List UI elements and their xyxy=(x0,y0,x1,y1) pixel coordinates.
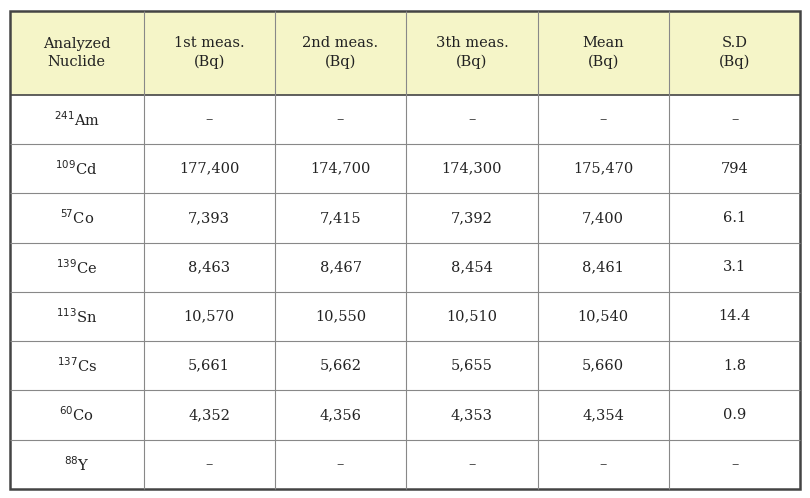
Text: 3.1: 3.1 xyxy=(723,260,746,274)
Text: $^{88}$Y: $^{88}$Y xyxy=(64,455,89,474)
Text: Mean
(Bq): Mean (Bq) xyxy=(582,36,625,69)
Text: 7,400: 7,400 xyxy=(582,211,625,225)
Text: 177,400: 177,400 xyxy=(179,161,240,176)
Text: 0.9: 0.9 xyxy=(723,408,746,422)
Text: $^{57}$Co: $^{57}$Co xyxy=(59,209,94,227)
Text: $^{109}$Cd: $^{109}$Cd xyxy=(55,159,98,178)
Text: 7,415: 7,415 xyxy=(320,211,361,225)
Text: 7,392: 7,392 xyxy=(451,211,492,225)
Text: 5,660: 5,660 xyxy=(582,359,625,373)
Text: –: – xyxy=(468,457,475,472)
Text: 4,356: 4,356 xyxy=(319,408,361,422)
Text: –: – xyxy=(731,112,738,126)
Text: 4,352: 4,352 xyxy=(188,408,230,422)
Text: 7,393: 7,393 xyxy=(188,211,230,225)
Text: –: – xyxy=(337,457,344,472)
Text: 5,662: 5,662 xyxy=(319,359,361,373)
Text: –: – xyxy=(599,457,607,472)
Text: –: – xyxy=(599,112,607,126)
Text: 6.1: 6.1 xyxy=(723,211,746,225)
Text: $^{137}$Cs: $^{137}$Cs xyxy=(57,357,96,375)
Text: 8,461: 8,461 xyxy=(582,260,625,274)
Text: 8,463: 8,463 xyxy=(188,260,230,274)
Text: 8,454: 8,454 xyxy=(451,260,492,274)
Text: 10,570: 10,570 xyxy=(184,309,235,324)
Text: 794: 794 xyxy=(721,161,748,176)
Text: –: – xyxy=(337,112,344,126)
Text: 10,550: 10,550 xyxy=(315,309,366,324)
Text: –: – xyxy=(206,112,213,126)
Text: 174,700: 174,700 xyxy=(310,161,371,176)
Text: 4,353: 4,353 xyxy=(451,408,493,422)
Text: 14.4: 14.4 xyxy=(718,309,751,324)
Text: 5,661: 5,661 xyxy=(188,359,230,373)
Text: $^{139}$Ce: $^{139}$Ce xyxy=(56,258,97,276)
Text: 10,540: 10,540 xyxy=(578,309,629,324)
Text: 175,470: 175,470 xyxy=(573,161,633,176)
Text: 10,510: 10,510 xyxy=(446,309,497,324)
Text: 2nd meas.
(Bq): 2nd meas. (Bq) xyxy=(302,36,378,69)
Text: 8,467: 8,467 xyxy=(319,260,361,274)
Text: –: – xyxy=(468,112,475,126)
Text: Analyzed
Nuclide: Analyzed Nuclide xyxy=(43,36,110,69)
Text: –: – xyxy=(206,457,213,472)
Bar xyxy=(10,11,800,95)
Text: $^{241}$Am: $^{241}$Am xyxy=(53,110,100,128)
Text: $^{60}$Co: $^{60}$Co xyxy=(59,406,94,424)
Text: S.D
(Bq): S.D (Bq) xyxy=(719,36,750,69)
Text: 4,354: 4,354 xyxy=(582,408,625,422)
Text: 1st meas.
(Bq): 1st meas. (Bq) xyxy=(174,36,245,69)
Text: 174,300: 174,300 xyxy=(441,161,502,176)
Text: $^{113}$Sn: $^{113}$Sn xyxy=(56,307,97,326)
Text: 3th meas.
(Bq): 3th meas. (Bq) xyxy=(436,36,508,69)
Text: –: – xyxy=(731,457,738,472)
Text: 1.8: 1.8 xyxy=(723,359,746,373)
Text: 5,655: 5,655 xyxy=(451,359,492,373)
